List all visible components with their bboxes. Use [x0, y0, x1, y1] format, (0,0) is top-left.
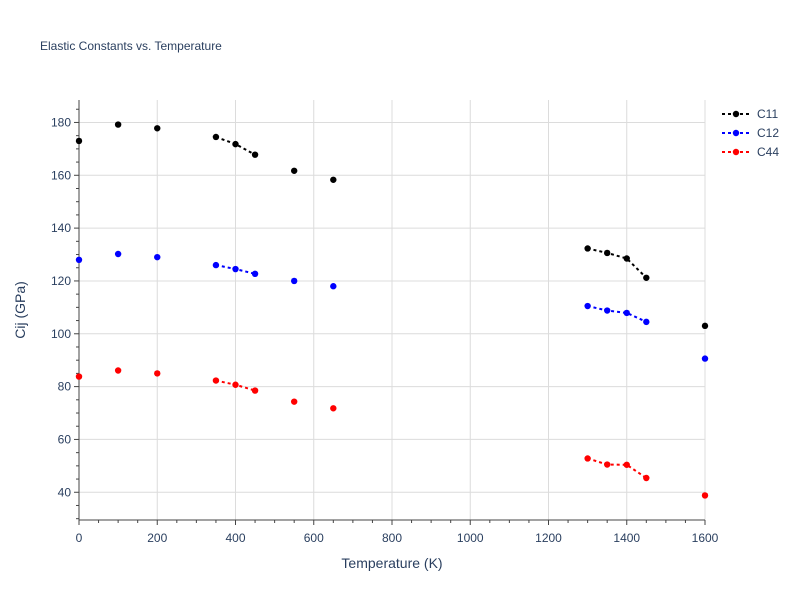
data-point[interactable]: [212, 133, 220, 141]
data-point[interactable]: [584, 302, 591, 310]
series-line-segment: [587, 247, 648, 279]
x-tick-label: 200: [147, 531, 167, 545]
y-tick-label: 40: [58, 485, 72, 499]
data-point[interactable]: [330, 176, 337, 183]
data-point[interactable]: [643, 318, 650, 326]
data-point[interactable]: [603, 461, 611, 468]
x-tick-label: 800: [382, 531, 402, 545]
data-point[interactable]: [251, 151, 259, 158]
data-point[interactable]: [290, 167, 298, 174]
data-point[interactable]: [232, 381, 239, 388]
data-point[interactable]: [251, 270, 259, 278]
data-point[interactable]: [212, 261, 220, 269]
data-point[interactable]: [701, 355, 709, 362]
data-point[interactable]: [251, 387, 259, 394]
data-point[interactable]: [75, 373, 83, 380]
y-axis-title: Cij (GPa): [12, 281, 28, 339]
series-c11: [75, 121, 709, 330]
data-point[interactable]: [623, 309, 630, 317]
data-point[interactable]: [603, 249, 611, 257]
data-point[interactable]: [232, 265, 239, 273]
legend-marker: [732, 129, 740, 137]
x-axis-title: Temperature (K): [341, 555, 442, 571]
data-point[interactable]: [330, 283, 337, 290]
series-line-segment: [587, 457, 647, 479]
data-point[interactable]: [75, 137, 83, 145]
data-point[interactable]: [623, 255, 630, 262]
data-point[interactable]: [701, 492, 709, 499]
data-point[interactable]: [114, 367, 122, 374]
series-c12: [75, 250, 709, 362]
data-point[interactable]: [603, 307, 611, 314]
x-tick-label: 1200: [535, 531, 562, 545]
x-tick-label: 1000: [457, 531, 484, 545]
y-tick-label: 80: [58, 380, 72, 394]
legend-marker: [732, 110, 740, 118]
data-point[interactable]: [584, 455, 591, 462]
x-tick-label: 1600: [692, 531, 719, 545]
data-point[interactable]: [290, 398, 298, 405]
data-point[interactable]: [75, 256, 83, 264]
data-point[interactable]: [154, 253, 161, 261]
data-point[interactable]: [154, 125, 161, 132]
data-point[interactable]: [330, 405, 337, 412]
legend-item-c44[interactable]: C44: [722, 145, 779, 159]
legend-item-c11[interactable]: C11: [722, 107, 778, 121]
legend[interactable]: C11 C12 C44: [722, 107, 779, 159]
y-tick-label: 160: [51, 168, 71, 182]
grid: [78, 100, 706, 520]
legend-label: C44: [757, 145, 779, 159]
series-c44: [75, 367, 709, 499]
y-axis-ticks: 40 60 80 100 120 140 160 180: [51, 108, 79, 520]
legend-item-c12[interactable]: C12: [722, 126, 779, 140]
legend-label: C11: [757, 107, 778, 121]
data-point[interactable]: [290, 277, 298, 285]
y-tick-label: 140: [51, 221, 71, 235]
y-tick-label: 100: [51, 327, 71, 341]
data-point[interactable]: [114, 121, 122, 128]
data-point[interactable]: [232, 140, 239, 148]
x-tick-label: 400: [225, 531, 245, 545]
data-point[interactable]: [701, 322, 709, 330]
y-tick-label: 180: [51, 115, 71, 129]
y-tick-label: 120: [51, 274, 71, 288]
data-point[interactable]: [114, 250, 122, 258]
data-point[interactable]: [623, 461, 630, 468]
x-tick-label: 600: [304, 531, 324, 545]
data-point[interactable]: [212, 377, 220, 384]
y-tick-label: 60: [58, 432, 72, 446]
legend-marker: [732, 148, 740, 156]
legend-label: C12: [757, 126, 779, 140]
data-point[interactable]: [154, 370, 161, 377]
x-tick-label: 0: [76, 531, 83, 545]
data-point[interactable]: [643, 274, 650, 281]
data-point[interactable]: [584, 245, 591, 252]
data-point[interactable]: [643, 474, 650, 482]
x-axis-ticks: 0 200 400 600 800 1000 1200 1400 1600: [76, 520, 719, 545]
series-line-segment: [587, 305, 647, 323]
x-tick-label: 1400: [613, 531, 640, 545]
chart-title: Elastic Constants vs. Temperature: [40, 39, 222, 53]
series-layer: [75, 121, 709, 499]
